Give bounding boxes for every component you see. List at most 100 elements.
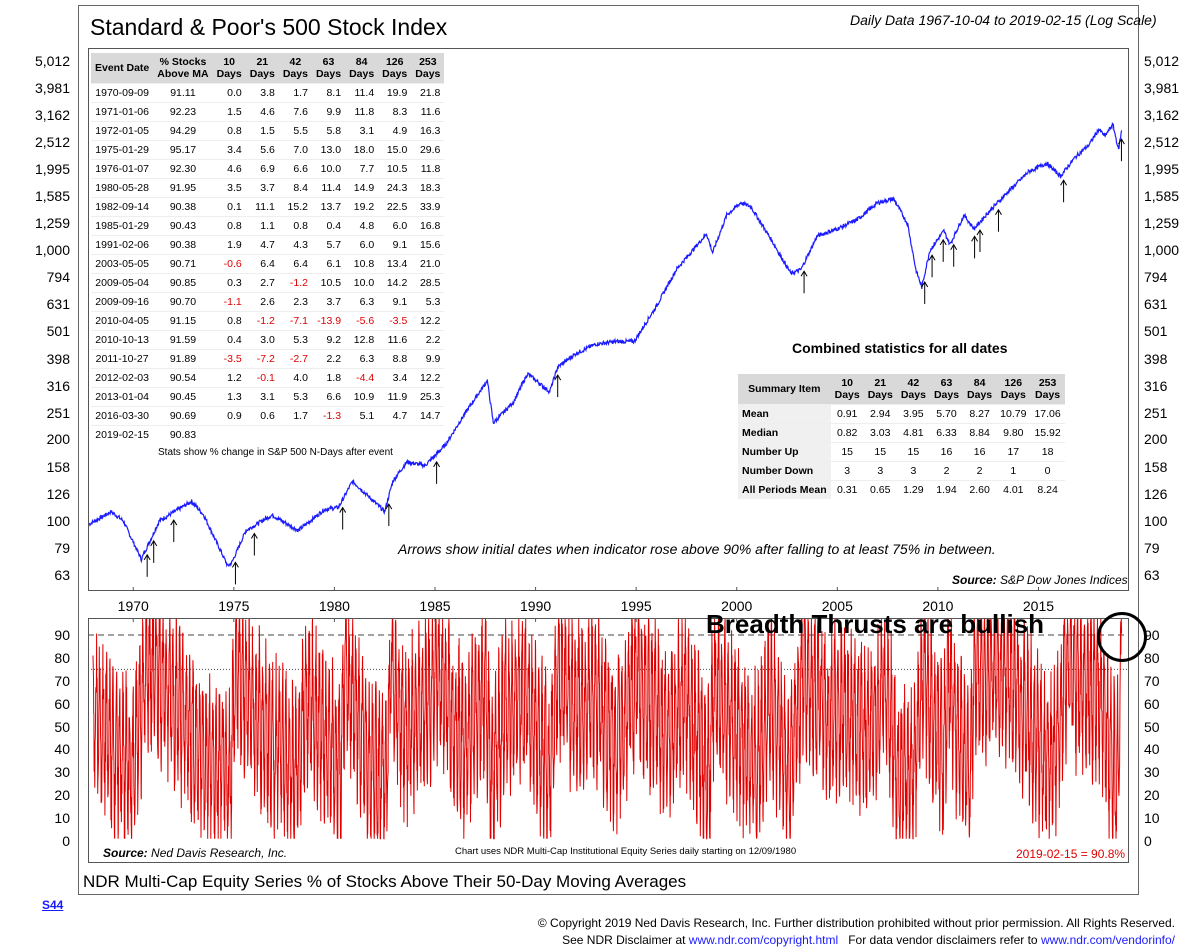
table-cell: 90.70 [153,292,213,312]
x-tick-label: 1980 [318,598,350,614]
table-cell: -2.7 [278,349,312,369]
top-y-tick-left: 398 [46,350,70,367]
table-cell: 13.4 [378,254,412,274]
table-row: Median 0.82 3.03 4.81 6.33 8.84 9.80 15.92 [738,423,1065,443]
table-row: 1972-01-05 94.29 0.8 1.5 5.5 5.8 3.1 4.9 16.3 [91,121,445,141]
table-cell: 8.84 [963,423,997,443]
table-cell: 0.8 [278,216,312,236]
arrow-note: Arrows show initial dates when indicator… [398,541,996,557]
table-row: 2009-09-16 90.70 -1.1 2.6 2.3 3.7 6.3 9.1 5.3 [91,292,445,312]
top-y-tick-left: 200 [46,431,70,448]
top-y-tick-right: 1,585 [1144,188,1180,205]
table-cell: -1.2 [278,273,312,293]
table-row: 2010-10-13 91.59 0.4 3.0 5.3 9.2 12.8 11.6 2.2 [91,330,445,350]
table-cell: 6.3 [345,349,379,369]
table-cell: 6.6 [311,387,346,407]
event-table: Event Date% Stocks Above MA 10 Days 21 Days 42… [91,53,445,444]
table-cell: 8.4 [278,178,312,198]
chart-code-link[interactable]: S44 [42,898,64,912]
table-cell: Mean [738,404,831,424]
table-cell: 10.8 [345,254,379,274]
table-cell: 4.8 [345,216,379,236]
table-cell: 11.1 [245,197,279,217]
table-cell: 8.3 [378,102,412,122]
table-cell: 9.1 [378,235,412,255]
table-cell: 21.8 [411,83,445,103]
table-cell: 2 [963,461,997,481]
table-cell: Number Up [738,442,831,462]
table-cell: All Periods Mean [738,480,831,499]
table-cell: 2019-02-15 [91,425,154,444]
table-row: Number Up 15 15 15 16 16 17 18 [738,442,1065,462]
event-arrow-head [250,532,258,539]
summary-col-header: 63 Days [929,374,964,405]
top-y-tick-right: 126 [1144,485,1168,502]
disclaimer-link[interactable]: www.ndr.com/copyright.html [688,933,839,947]
table-cell: 28.5 [411,273,445,293]
table-cell: 3.5 [212,178,246,198]
table-cell: 13.0 [311,140,346,160]
event-table-col-header: 10 Days [212,53,246,84]
table-cell: 3.4 [212,140,246,160]
event-arrow-head [976,229,984,236]
top-source-text: S&P Dow Jones Indices [1000,573,1128,587]
table-cell: 2013-01-04 [91,387,154,407]
table-cell: 11.8 [345,102,379,122]
table-cell: 2.6 [245,292,279,312]
table-cell [378,425,412,444]
table-cell: 3 [896,461,930,481]
table-cell: 6.33 [929,423,964,443]
table-cell: 11.4 [311,178,346,198]
table-cell: 0.82 [830,423,864,443]
table-cell: 3.1 [245,387,279,407]
x-tick-label: 1995 [620,598,652,614]
table-cell: 17.06 [1030,404,1065,424]
table-cell: 91.95 [153,178,213,198]
vendor-prefix: For data vendor disclaimers refer to [838,933,1041,947]
top-y-tick-left: 1,995 [34,161,70,178]
bottom-y-tick-left: 90 [54,627,70,643]
table-cell [411,425,445,444]
top-y-tick-left: 3,981 [34,80,70,97]
table-cell: 17 [996,442,1031,462]
event-arrow-head [232,561,239,568]
disclaimer-prefix: See NDR Disclaimer at [562,933,689,947]
event-table-col-header: 253 Days [411,53,445,84]
top-y-tick-left: 251 [46,404,70,421]
bottom-y-tick-right: 50 [1144,718,1160,735]
table-cell: 19.9 [378,83,412,103]
event-arrow-head [150,539,158,547]
table-cell: 1.5 [245,121,279,141]
bottom-y-tick-left: 70 [54,672,70,689]
sp500-series-line [88,122,1123,568]
event-arrow-head [1060,179,1068,186]
table-cell: 1.29 [896,480,930,499]
copyright: © Copyright 2019 Ned Davis Research, Inc… [537,916,1175,930]
bottom-source-text: Ned Davis Research, Inc. [151,846,288,860]
table-cell: 3.95 [896,404,930,424]
table-cell: 0 [1030,461,1065,481]
table-cell: 5.3 [411,292,445,312]
x-tick-label: 1985 [419,598,451,614]
table-cell: 92.23 [153,102,213,122]
table-cell: 90.71 [153,254,213,274]
table-row: 1985-01-29 90.43 0.8 1.1 0.8 0.4 4.8 6.0 16.8 [91,216,445,236]
table-cell: 2009-09-16 [91,292,154,312]
table-cell: 9.9 [311,102,346,122]
table-cell: 2016-03-30 [91,406,154,426]
table-cell: 25.3 [411,387,445,407]
table-cell: 1.8 [311,368,346,388]
table-cell [345,425,379,444]
table-cell: 18 [1030,442,1065,462]
table-cell: 10.9 [345,387,379,407]
table-cell [278,425,312,444]
table-cell: 16.8 [411,216,445,236]
table-cell: 90.83 [153,425,213,444]
summary-col-header: 42 Days [896,374,930,405]
table-cell: 11.4 [345,83,379,103]
table-cell: 7.7 [345,159,379,179]
table-cell: 3.7 [245,178,279,198]
vendor-link[interactable]: www.ndr.com/vendorinfo/ [1040,933,1175,947]
table-cell: 3.7 [311,292,346,312]
bottom-y-tick-right: 80 [1144,649,1160,666]
